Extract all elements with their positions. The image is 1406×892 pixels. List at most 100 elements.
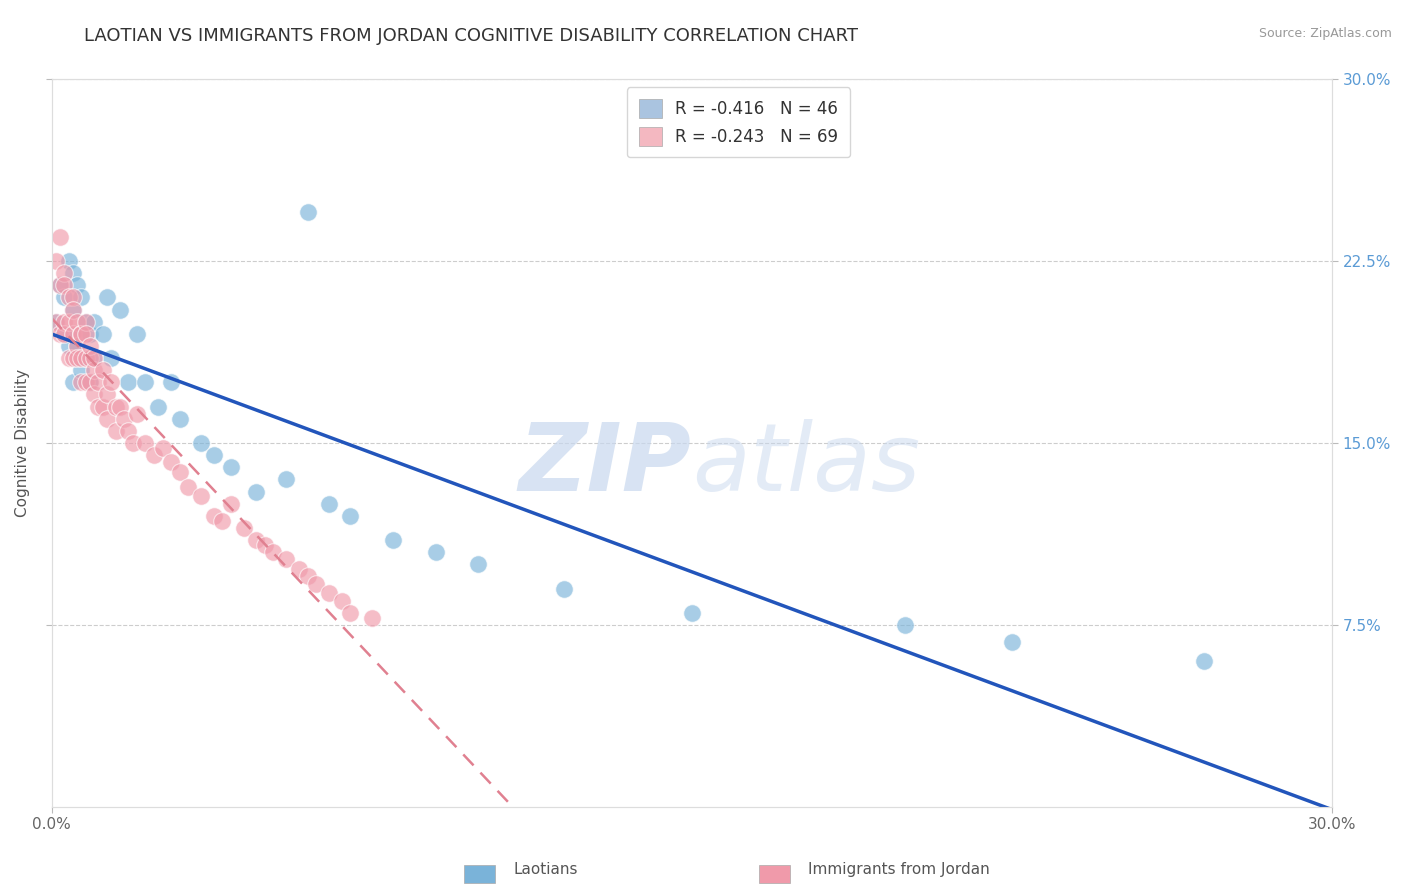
Point <box>232 521 254 535</box>
Point <box>70 376 93 390</box>
Point <box>70 351 93 365</box>
Legend: R = -0.416   N = 46, R = -0.243   N = 69: R = -0.416 N = 46, R = -0.243 N = 69 <box>627 87 851 158</box>
Point <box>53 326 76 341</box>
Point <box>1001 635 1024 649</box>
Point <box>62 290 84 304</box>
Point <box>53 326 76 341</box>
Point <box>49 278 72 293</box>
Point <box>91 363 114 377</box>
Point <box>66 339 89 353</box>
Point <box>96 290 118 304</box>
Point <box>202 508 225 523</box>
Point <box>79 339 101 353</box>
Point <box>62 302 84 317</box>
Point <box>49 326 72 341</box>
Point <box>100 351 122 365</box>
Point <box>75 351 97 365</box>
Point <box>202 448 225 462</box>
Point <box>360 610 382 624</box>
Point <box>79 326 101 341</box>
Text: Source: ZipAtlas.com: Source: ZipAtlas.com <box>1258 27 1392 40</box>
Point <box>45 315 67 329</box>
Point <box>62 266 84 280</box>
Point <box>62 351 84 365</box>
Point <box>66 339 89 353</box>
Point <box>190 489 212 503</box>
Point <box>211 514 233 528</box>
Point <box>53 315 76 329</box>
Point <box>112 411 135 425</box>
Point <box>318 497 340 511</box>
Point <box>70 290 93 304</box>
Point <box>104 400 127 414</box>
Point <box>70 363 93 377</box>
Point <box>87 400 110 414</box>
Point <box>253 538 276 552</box>
Point <box>160 455 183 469</box>
Point <box>58 290 80 304</box>
Point <box>148 400 170 414</box>
Point <box>87 376 110 390</box>
Point <box>108 400 131 414</box>
Point <box>681 606 703 620</box>
Point <box>143 448 166 462</box>
Point <box>1192 654 1215 668</box>
Point <box>66 315 89 329</box>
Point <box>83 315 105 329</box>
Point <box>70 326 93 341</box>
Point <box>62 326 84 341</box>
Point <box>83 363 105 377</box>
Point <box>53 290 76 304</box>
Point <box>66 351 89 365</box>
Point <box>169 411 191 425</box>
Point <box>219 497 242 511</box>
Point <box>245 484 267 499</box>
Y-axis label: Cognitive Disability: Cognitive Disability <box>15 369 30 517</box>
Point <box>91 400 114 414</box>
Point <box>297 205 319 219</box>
Point <box>49 278 72 293</box>
Point <box>160 376 183 390</box>
Point <box>169 465 191 479</box>
Point <box>467 558 489 572</box>
Point <box>83 387 105 401</box>
Point <box>190 436 212 450</box>
Point <box>553 582 575 596</box>
Text: atlas: atlas <box>692 419 920 510</box>
Point <box>75 351 97 365</box>
Point <box>134 436 156 450</box>
Point <box>263 545 285 559</box>
Point <box>53 278 76 293</box>
Point <box>75 326 97 341</box>
Point <box>125 407 148 421</box>
Point <box>83 351 105 365</box>
Point <box>53 266 76 280</box>
Point <box>70 326 93 341</box>
Point <box>276 552 298 566</box>
Point <box>219 460 242 475</box>
Point <box>70 326 93 341</box>
Point <box>58 254 80 268</box>
Point <box>96 411 118 425</box>
Point <box>276 472 298 486</box>
Point <box>108 302 131 317</box>
Point <box>58 339 80 353</box>
Point <box>91 326 114 341</box>
Point <box>62 376 84 390</box>
Point <box>58 315 80 329</box>
Point <box>104 424 127 438</box>
Text: ZIP: ZIP <box>519 419 692 511</box>
Point <box>45 254 67 268</box>
Point <box>330 593 353 607</box>
Point <box>152 441 174 455</box>
Point <box>117 376 139 390</box>
Point <box>75 376 97 390</box>
Point <box>339 508 361 523</box>
Point <box>121 436 143 450</box>
Point <box>100 376 122 390</box>
Point <box>49 229 72 244</box>
Point <box>425 545 447 559</box>
Point <box>134 376 156 390</box>
Point <box>177 480 200 494</box>
Point <box>318 586 340 600</box>
